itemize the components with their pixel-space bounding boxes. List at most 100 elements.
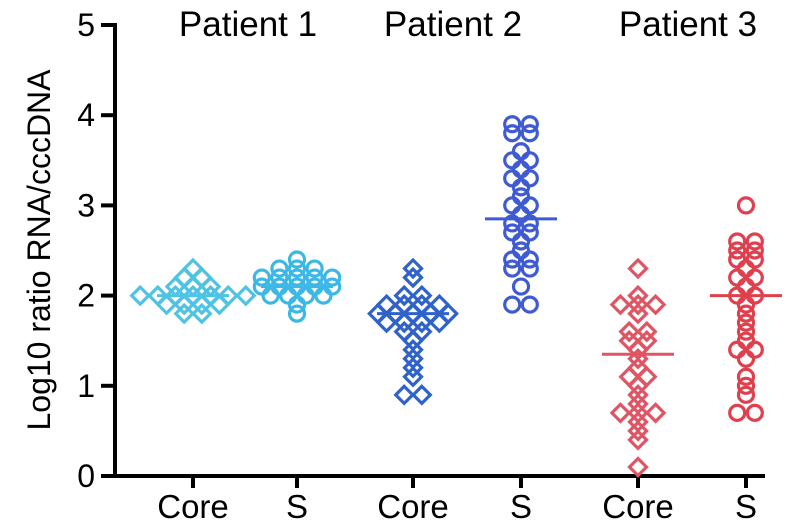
circle-point xyxy=(736,376,756,395)
circle-point xyxy=(503,151,522,170)
diamond-point xyxy=(627,393,649,415)
diamond-point xyxy=(627,257,649,280)
circle-point xyxy=(520,169,539,188)
circle-point xyxy=(520,151,539,170)
diamond-point xyxy=(627,356,649,379)
circle-point xyxy=(520,259,539,278)
circle-point xyxy=(745,403,764,422)
circle-point xyxy=(745,268,764,287)
diamond-point xyxy=(402,347,424,370)
group-label: Patient 2 xyxy=(384,5,522,44)
diamond-point xyxy=(402,366,424,388)
circle-point xyxy=(323,268,342,287)
y-tick-label: 3 xyxy=(77,187,95,223)
diamond-point xyxy=(644,293,667,316)
x-category-label: Core xyxy=(377,488,449,525)
diamond-point xyxy=(164,284,187,307)
data-points xyxy=(129,115,764,478)
circle-point xyxy=(520,124,539,143)
diamond-point xyxy=(402,338,424,361)
diamond-point xyxy=(191,266,213,289)
x-category-label: Core xyxy=(157,488,229,525)
diamond-point xyxy=(235,284,257,307)
circle-point xyxy=(279,286,298,305)
diamond-point xyxy=(618,366,640,388)
circle-point xyxy=(745,250,764,269)
axes xyxy=(101,23,765,488)
diamond-point xyxy=(208,293,231,316)
circle-point xyxy=(511,160,531,179)
circle-point xyxy=(728,232,747,251)
circle-point xyxy=(736,349,756,368)
circle-point xyxy=(511,142,531,161)
circle-point xyxy=(736,277,756,296)
circle-point xyxy=(736,385,756,404)
diamond-point xyxy=(375,293,398,316)
circle-point xyxy=(503,223,522,242)
diamond-point xyxy=(627,293,649,316)
diamond-point xyxy=(636,329,658,352)
circle-point xyxy=(503,196,522,215)
diamond-point xyxy=(402,266,424,289)
circle-point xyxy=(314,286,333,305)
diamond-point xyxy=(375,311,398,334)
circle-point xyxy=(503,259,522,278)
diamond-point xyxy=(402,356,424,379)
circle-point xyxy=(736,331,756,350)
circle-point xyxy=(520,223,539,242)
circle-point xyxy=(287,268,307,287)
circle-point xyxy=(745,241,764,260)
circle-point xyxy=(503,124,522,143)
diamond-point xyxy=(393,320,415,343)
median-lines xyxy=(157,217,782,356)
diamond-point xyxy=(609,293,632,316)
diamond-point xyxy=(627,347,649,370)
circle-point xyxy=(270,268,289,287)
circle-point xyxy=(261,286,280,305)
circle-point xyxy=(503,169,522,188)
circle-point xyxy=(296,286,315,305)
circle-point xyxy=(503,295,522,314)
diamond-point xyxy=(627,420,649,442)
diamond-point xyxy=(173,266,195,289)
diamond-point xyxy=(627,284,649,307)
diamond-point xyxy=(618,329,640,352)
diamond-point xyxy=(627,429,649,451)
circle-point xyxy=(270,259,289,278)
circle-point xyxy=(728,403,747,422)
y-tick-label: 5 xyxy=(77,7,95,43)
diamond-point xyxy=(627,302,649,325)
circle-point xyxy=(728,241,747,260)
diamond-point xyxy=(191,302,213,325)
y-axis-title: Log10 ratio RNA/cccDNA xyxy=(21,69,57,431)
y-tick-label: 2 xyxy=(77,278,95,314)
diamond-point xyxy=(217,284,239,307)
diamond-point xyxy=(182,257,204,280)
diamond-point xyxy=(393,284,415,307)
circle-point xyxy=(305,268,324,287)
diamond-point xyxy=(627,456,649,478)
circle-point xyxy=(287,250,307,269)
diamond-point xyxy=(627,384,649,406)
x-category-label: S xyxy=(510,488,532,525)
circle-point xyxy=(511,277,531,296)
diamond-point xyxy=(182,284,204,307)
y-tick-label: 4 xyxy=(77,97,95,133)
diamond-point xyxy=(147,284,169,307)
circle-point xyxy=(520,115,539,134)
group-label: Patient 1 xyxy=(179,5,317,44)
diamond-point xyxy=(636,366,658,388)
diamond-point xyxy=(155,293,178,316)
circle-point xyxy=(503,115,522,134)
diamond-point xyxy=(411,384,433,406)
circle-point xyxy=(252,268,271,287)
diamond-point xyxy=(636,320,658,343)
diamond-point xyxy=(173,302,195,325)
x-category-label: Core xyxy=(602,488,674,525)
diamond-point xyxy=(393,384,415,406)
circle-point xyxy=(736,196,756,215)
circle-point xyxy=(520,196,539,215)
circle-point xyxy=(736,304,756,323)
circle-point xyxy=(728,250,747,269)
